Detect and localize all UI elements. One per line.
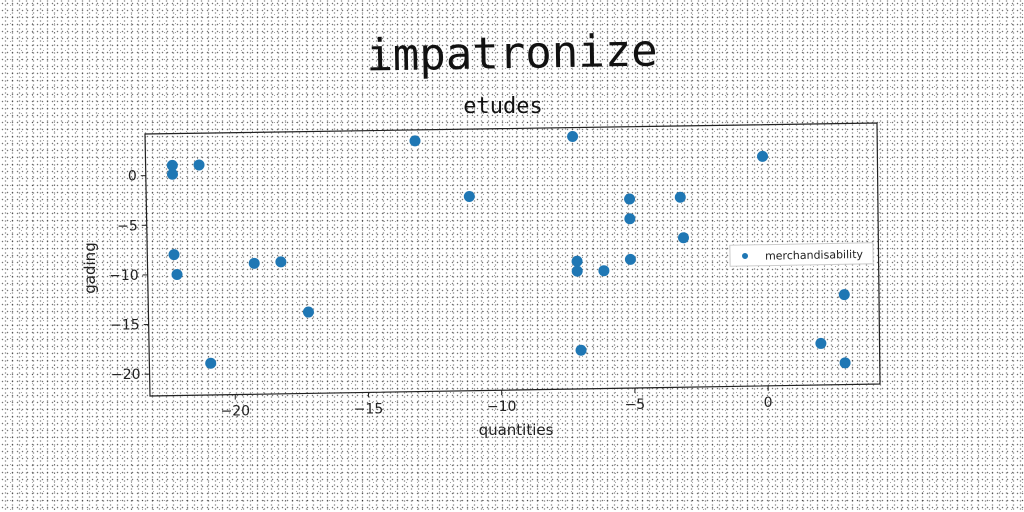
data-point (171, 268, 183, 280)
legend-box (729, 242, 874, 267)
y-axis-label: gading (81, 242, 99, 293)
data-point (166, 159, 178, 171)
legend-marker (742, 252, 749, 259)
x-tick-label: −5 (625, 397, 646, 413)
data-point (838, 289, 850, 301)
data-point (166, 168, 178, 180)
x-axis-label: quantities (479, 421, 554, 439)
x-tick-label: 0 (764, 395, 773, 411)
y-tick-label: −20 (111, 367, 141, 383)
data-point (205, 357, 217, 369)
data-point (571, 255, 583, 267)
data-points (166, 130, 851, 369)
x-tick-label: −20 (220, 404, 250, 420)
x-tick-label: −15 (354, 401, 384, 417)
legend: merchandisability (729, 242, 874, 267)
x-tick-label: −10 (487, 399, 517, 415)
data-point (677, 232, 689, 244)
data-point (302, 306, 314, 318)
data-point (571, 265, 583, 277)
y-axis: 0 −5 −10 −15 −20 (109, 169, 150, 383)
data-point (463, 191, 475, 203)
data-point (193, 159, 205, 171)
chart-title: etudes (463, 94, 543, 119)
y-tick-label: 0 (128, 169, 137, 185)
data-point (575, 344, 587, 356)
y-tick-label: −10 (109, 268, 139, 284)
data-point (674, 191, 686, 203)
data-point (624, 253, 636, 265)
y-tick-label: −15 (110, 318, 140, 334)
data-point (624, 213, 636, 225)
data-point (275, 256, 287, 268)
data-point (815, 337, 827, 349)
plot-area-frame (144, 122, 881, 397)
x-axis: −20 −15 −10 −5 0 (220, 385, 773, 420)
data-point (757, 150, 769, 162)
legend-entry-label: merchandisability (765, 248, 864, 263)
data-point (598, 265, 610, 277)
y-tick-label: −5 (117, 218, 138, 234)
data-point (168, 249, 180, 261)
data-point (248, 257, 260, 269)
data-point (409, 135, 421, 147)
data-point (567, 130, 579, 142)
data-point (839, 357, 851, 369)
data-point (624, 193, 636, 205)
